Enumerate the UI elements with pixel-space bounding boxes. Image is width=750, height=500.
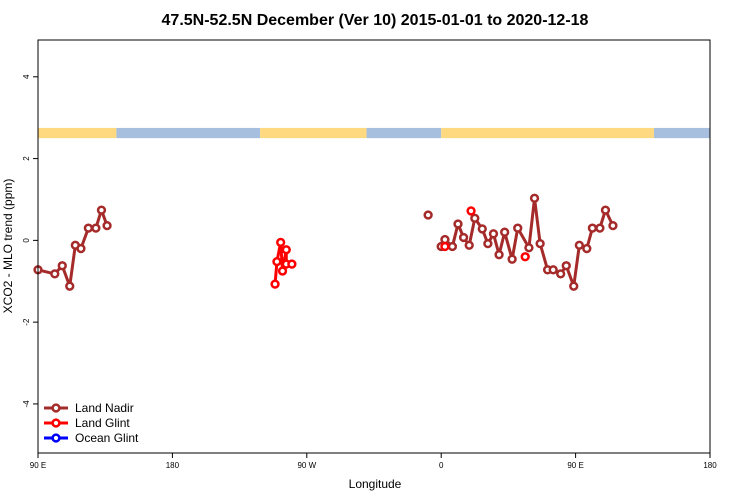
y-tick-label: 2 [22, 156, 31, 161]
y-axis-label: XCO2 - MLO trend (ppm) [1, 179, 15, 314]
y-axis-ticks: -4 -2 0 2 4 [22, 74, 38, 407]
x-tick-label: 0 [439, 461, 444, 470]
data-point [458, 232, 469, 243]
legend-marker [51, 403, 61, 413]
data-point [608, 220, 618, 231]
y-tick-label: -2 [22, 318, 31, 326]
legend-marker [51, 418, 61, 428]
data-point [520, 252, 530, 262]
data-point [102, 220, 112, 231]
data-point [447, 241, 458, 252]
data-point [561, 261, 571, 271]
legend-label: Land Nadir [75, 401, 134, 415]
data-point [276, 237, 286, 248]
data-point [50, 269, 60, 279]
band-land [260, 127, 367, 139]
x-tick-label: 90 E [30, 461, 46, 470]
data-point [91, 223, 101, 233]
band-land [441, 127, 654, 139]
data-point [453, 219, 463, 229]
y-tick-label: 0 [22, 238, 31, 243]
legend-marker [51, 433, 61, 443]
data-point [470, 213, 480, 223]
data-point [272, 256, 282, 267]
data-point [96, 205, 107, 215]
data-point [270, 279, 280, 289]
data-point [529, 193, 540, 203]
x-tick-label: 180 [703, 461, 717, 470]
data-point [287, 259, 297, 269]
data-point [500, 227, 510, 237]
y-tick-label: -4 [22, 400, 31, 408]
data-point [83, 223, 94, 233]
data-point [600, 205, 611, 215]
data-point [483, 238, 493, 249]
data-point [440, 241, 450, 252]
plot-frame [37, 39, 711, 454]
data-point [524, 243, 534, 253]
data-point [57, 261, 67, 271]
x-axis-label: Longitude [349, 477, 402, 491]
x-axis-ticks: 90 E 180 90 W 0 90 E 180 [30, 453, 717, 470]
data-point [513, 223, 523, 233]
data-point [423, 210, 433, 220]
data-point [535, 238, 545, 249]
series-layer [33, 193, 618, 291]
legend-label: Land Glint [75, 416, 130, 430]
band-land [38, 127, 117, 139]
chart-title: 47.5N-52.5N December (Ver 10) 2015-01-01… [162, 12, 589, 29]
data-point [556, 269, 566, 279]
data-point [281, 245, 291, 255]
band-ocean [116, 127, 261, 139]
data-point [76, 243, 86, 254]
x-tick-label: 180 [166, 461, 180, 470]
data-point [466, 206, 476, 216]
data-point [477, 224, 487, 234]
data-point [587, 223, 598, 233]
legend-label: Ocean Glint [75, 431, 139, 445]
data-point [507, 254, 517, 264]
data-point [277, 266, 288, 276]
data-point [65, 281, 75, 291]
band-ocean [654, 127, 710, 139]
data-point [548, 265, 558, 275]
data-point [574, 240, 584, 250]
land-ocean-band [38, 127, 710, 139]
data-point [488, 229, 499, 239]
data-point [464, 240, 474, 250]
x-tick-label: 90 E [567, 461, 583, 470]
data-point [595, 223, 605, 233]
data-point [494, 250, 504, 260]
data-point [582, 243, 592, 254]
band-ocean [366, 127, 442, 139]
x-tick-label: 90 W [297, 461, 316, 470]
y-tick-label: 4 [22, 74, 31, 79]
data-point [569, 281, 579, 291]
